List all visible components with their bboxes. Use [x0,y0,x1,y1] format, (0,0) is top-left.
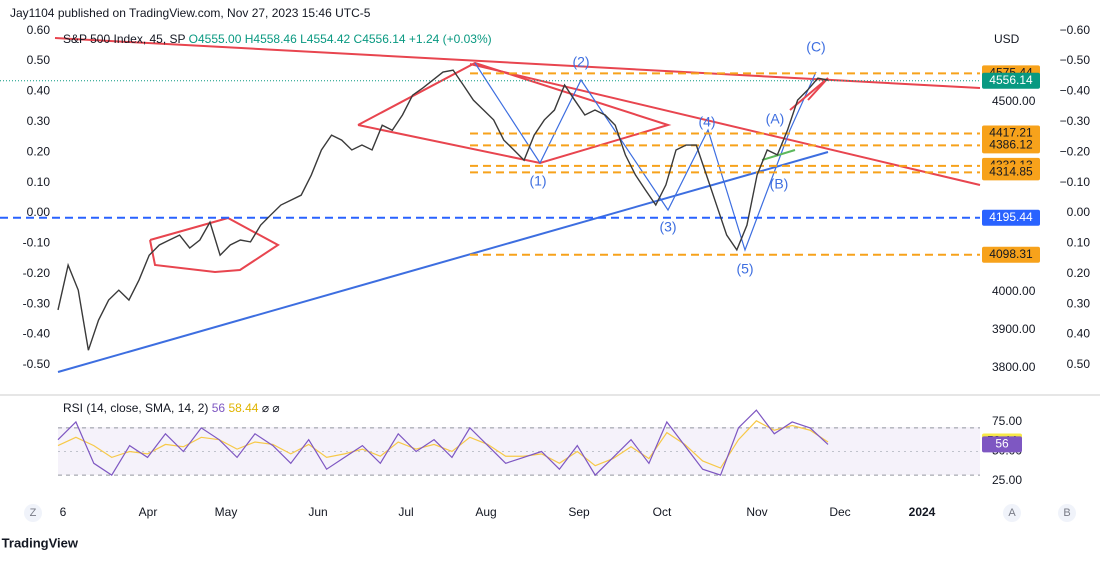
price-tag [982,137,1040,154]
legend-item: +1.24 (+0.03%) [409,32,492,46]
corner-label: A [1008,507,1016,519]
x-tick-label: Dec [829,505,850,519]
wave-label: (2) [572,54,589,70]
right-tick-label: 0.20 [1067,266,1091,280]
legend-item: H4558.46 [245,32,297,46]
wave-label: (B) [770,176,789,192]
right-tick-label: 0.40 [1067,327,1091,341]
x-tick-label: 6 [60,505,67,519]
price-tag [982,209,1040,226]
left-tick-label: -0.10 [23,236,51,250]
rsi-tick-label: 25.00 [992,473,1022,487]
price-tick-label: 4500.00 [992,94,1036,108]
right-tick-label: −0.50 [1060,53,1091,67]
price-line [57,69,829,351]
price-tag [982,164,1040,181]
price-tag-label: 4417.21 [989,126,1033,140]
left-tick-label: 0.10 [27,175,51,189]
rsi-legend-item: 58.44 [228,401,258,415]
price-tag-label: 4314.85 [989,165,1033,179]
corner-label: Z [30,507,37,519]
wave-label: (A) [766,111,785,127]
drawings [54,37,981,373]
left-tick-label: 0.60 [27,23,51,37]
x-tick-label: Apr [139,505,158,519]
wave-label: (3) [659,219,676,235]
rsi-legend: RSI (14, close, SMA, 14, 2) 56 58.44 ⌀ ⌀ [63,401,280,415]
legend-item: L4554.42 [300,32,350,46]
corner-label: B [1063,507,1070,519]
currency: USD [994,32,1020,46]
left-tick-label: -0.40 [23,327,51,341]
wave-label: (5) [736,261,753,277]
right-tick-label: 0.30 [1067,296,1091,310]
left-tick-label: -0.50 [23,357,51,371]
brand: TradingView [2,535,79,550]
left-tick-label: 0.00 [27,205,51,219]
rsi-legend-item: ⌀ ⌀ [262,401,280,415]
right-tick-label: −0.10 [1060,175,1091,189]
left-tick-label: -0.30 [23,296,51,310]
x-tick-label: Nov [746,505,767,519]
rsi-legend-item: RSI (14, close, SMA, 14, 2) [63,401,208,415]
x-tick-label: Aug [475,505,496,519]
price-tick-label: 3900.00 [992,322,1036,336]
wave-label: (4) [698,114,715,130]
right-tick-label: −0.20 [1060,144,1091,158]
left-tick-label: 0.30 [27,114,51,128]
legend-item: C4556.14 [354,32,406,46]
rsi-tag-label: 56 [995,437,1009,451]
price-tick-label: 4000.00 [992,284,1036,298]
wave-label: (C) [806,39,825,55]
legend: S&P 500 Index, 45, SP O4555.00 H4558.46 … [63,32,492,46]
x-tick-label: Jul [398,505,413,519]
right-tick-label: 0.50 [1067,357,1091,371]
price-tag [982,72,1040,89]
x-tick-label: Jun [308,505,327,519]
left-tick-label: 0.40 [27,84,51,98]
corner-button [1058,504,1076,522]
price-tag-label: 4098.31 [989,247,1033,261]
left-tick-label: 0.50 [27,53,51,67]
right-tick-label: 0.00 [1067,205,1091,219]
price-tag-label: 4556.14 [989,73,1033,87]
price-tick-label: 3800.00 [992,360,1036,374]
x-tick-label: 2024 [909,505,936,519]
right-tick-label: 0.10 [1067,236,1091,250]
rsi-tick-label: 75.00 [992,414,1022,428]
right-tick-label: −0.30 [1060,114,1091,128]
price-tag-label: 4386.12 [989,138,1033,152]
left-tick-label: -0.20 [23,266,51,280]
price-tag-label: 4195.44 [989,210,1033,224]
legend-item: O4555.00 [189,32,242,46]
rsi-legend-item: 56 [212,401,226,415]
publisher: Jay1104 published on TradingView.com, No… [10,6,371,20]
rsi-tag [982,436,1022,453]
right-tick-label: −0.40 [1060,84,1091,98]
rsi-line [57,409,829,477]
corner-button [1003,504,1021,522]
left-tick-label: 0.20 [27,144,51,158]
corner-button [24,504,42,522]
x-tick-label: Oct [653,505,672,519]
x-tick-label: May [215,505,238,519]
right-tick-label: −0.60 [1060,23,1091,37]
legend-item: S&P 500 Index, 45, SP [63,32,186,46]
price-tag [982,246,1040,263]
x-tick-label: Sep [568,505,590,519]
wave-label: (1) [529,173,546,189]
